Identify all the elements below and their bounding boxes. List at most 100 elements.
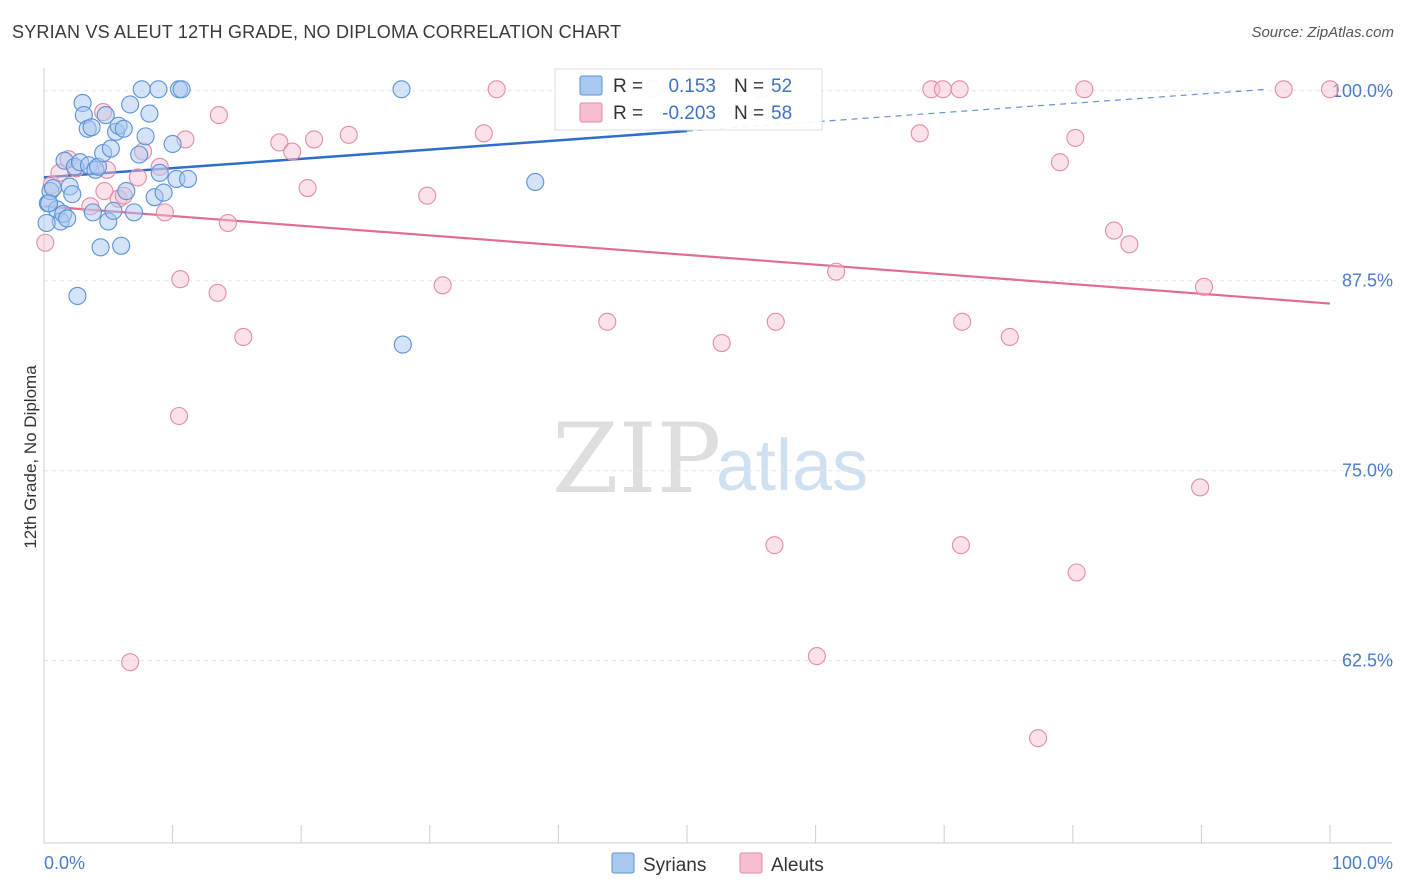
bottom-legend-syrians: Syrians [643, 855, 706, 876]
aleuts-point [209, 106, 228, 125]
syrians-point [101, 139, 120, 158]
x-tick-label-0: 0.0% [44, 853, 85, 873]
aleuts-point [1029, 729, 1048, 748]
aleuts-point [598, 312, 617, 331]
bottom-legend-aleuts: Aleuts [771, 855, 824, 876]
syrians-point [82, 118, 101, 137]
syrians-point [121, 95, 140, 114]
syrians-point [130, 145, 149, 164]
syrians-point [526, 172, 545, 192]
y-tick-label-0: 62.5% [1342, 651, 1393, 671]
aleuts-point [283, 142, 302, 161]
legend-n-label-syrians: N = [734, 76, 764, 97]
aleuts-point [298, 178, 317, 198]
aleuts-point [433, 276, 452, 295]
legend-n-value-syrians: 52 [771, 76, 792, 97]
syrians-point [114, 119, 133, 138]
aleuts-point [766, 312, 785, 331]
watermark-atlas: atlas [716, 426, 868, 506]
legend-n-value-aleuts: 58 [771, 103, 792, 124]
aleuts-point [128, 168, 147, 187]
bottom-legend-swatch-syrians [611, 852, 635, 874]
syrians-point [117, 182, 136, 201]
aleuts-point [339, 125, 358, 144]
syrians-point [392, 80, 411, 99]
source-credit: Source: ZipAtlas.com [1251, 24, 1394, 41]
syrians-point [91, 238, 110, 257]
aleuts-point [1120, 235, 1139, 254]
aleuts-point [474, 124, 493, 143]
syrians-point [136, 127, 155, 146]
aleuts-point [765, 536, 784, 555]
syrians-point [150, 163, 169, 182]
syrians-point [63, 185, 82, 204]
legend-box: R = 0.153 N = 52 R = -0.203 N = 58 [554, 68, 823, 131]
watermark-zip: ZIP [552, 403, 721, 515]
syrians-point [154, 183, 173, 202]
x-tick-label-1: 100.0% [1332, 853, 1393, 873]
aleuts-point [487, 80, 506, 99]
aleuts-point [712, 333, 731, 353]
aleuts-point [1104, 221, 1124, 240]
legend-swatch-syrians [579, 75, 603, 96]
aleuts-point [305, 130, 324, 149]
syrians-point [58, 209, 77, 228]
syrians-point [163, 134, 182, 154]
y-tick-label-3: 100.0% [1332, 81, 1393, 101]
legend-r-value-syrians: 0.153 [668, 76, 716, 97]
syrians-point [104, 201, 123, 220]
aleuts-point [270, 133, 289, 152]
aleuts-point [171, 270, 190, 289]
legend-r-label-aleuts: R = [613, 103, 643, 124]
syrians-point [140, 104, 159, 123]
aleuts-point [1320, 80, 1340, 99]
legend-n-label-aleuts: N = [734, 103, 764, 124]
syrians-point [37, 213, 56, 233]
syrians-point [112, 236, 131, 255]
aleuts-point [121, 653, 140, 672]
aleuts-point [950, 80, 969, 99]
aleuts-point [1000, 327, 1019, 347]
syrians-point [83, 203, 102, 222]
syrians-points [37, 80, 545, 354]
aleuts-point [1194, 277, 1214, 296]
syrians-point [40, 194, 59, 213]
aleuts-point [1191, 478, 1210, 497]
syrians-point [393, 335, 412, 354]
legend-swatch-aleuts [579, 102, 603, 123]
legend-r-value-aleuts: -0.203 [662, 103, 716, 124]
bottom-legend: Syrians Aleuts [611, 852, 824, 876]
syrians-point [124, 203, 144, 222]
bottom-legend-swatch-aleuts [739, 852, 763, 874]
gridlines [44, 90, 1392, 662]
axes [43, 68, 1392, 844]
aleuts-point [234, 327, 253, 347]
syrians-point [43, 178, 63, 198]
aleuts-point [807, 647, 826, 666]
aleuts-point [1050, 153, 1069, 172]
aleuts-point [951, 536, 970, 555]
aleuts-point [933, 80, 952, 99]
y-tick-label-1: 75.0% [1342, 461, 1393, 481]
aleuts-point [1075, 80, 1094, 99]
y-axis-label: 12th Grade, No Diploma [21, 365, 40, 549]
y-tick-labels: 62.5% 75.0% 87.5% 100.0% [1332, 81, 1393, 671]
aleuts-point [36, 233, 55, 252]
aleuts-point [910, 124, 929, 143]
syrians-point [178, 169, 198, 188]
y-tick-label-2: 87.5% [1342, 271, 1393, 291]
syrians-trend-line [43, 129, 688, 179]
aleuts-point [208, 283, 227, 302]
aleuts-trend-line [43, 205, 1331, 305]
aleuts-point [169, 406, 189, 426]
aleuts-point [418, 186, 437, 205]
chart-title: SYRIAN VS ALEUT 12TH GRADE, NO DIPLOMA C… [12, 22, 622, 42]
x-tick-labels: 0.0% 100.0% [44, 853, 1393, 873]
aleuts-point [155, 203, 174, 222]
syrians-trend-line-extension [686, 88, 1266, 132]
aleuts-point [1067, 563, 1086, 582]
syrians-point [132, 80, 151, 99]
aleuts-point [827, 262, 846, 281]
syrians-point [172, 80, 191, 99]
legend-r-label-syrians: R = [613, 76, 643, 97]
